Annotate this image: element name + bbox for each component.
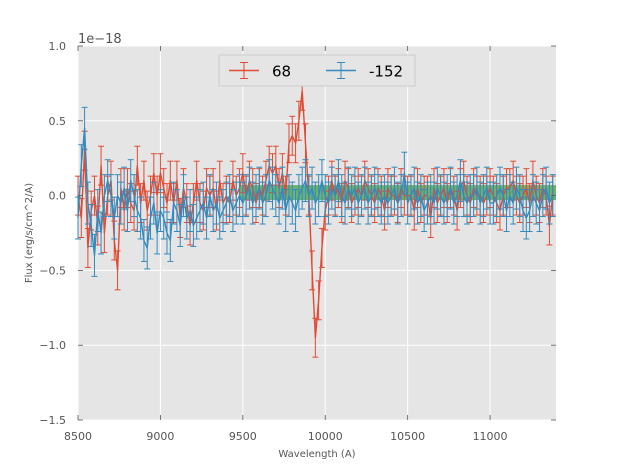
legend-label: -152 [369, 63, 403, 81]
y-tick-label: 1.0 [49, 40, 67, 53]
y-tick-label: −0.5 [39, 264, 66, 277]
x-tick-label: 9500 [229, 430, 257, 443]
y-tick-label: −1.5 [39, 414, 66, 427]
x-tick-label: 10500 [390, 430, 425, 443]
y-tick-label: −1.0 [39, 339, 66, 352]
x-tick-label: 8500 [64, 430, 92, 443]
x-tick-label: 11000 [473, 430, 508, 443]
x-axis-label: Wavelength (A) [278, 449, 355, 460]
x-tick-label: 9000 [146, 430, 174, 443]
axes-layer: 8500 9000 9500 10000 10500 11000 −1.5 −1.0 −0.5 0… [39, 40, 556, 443]
plot-background [78, 46, 556, 420]
y-tick-label: 0.0 [49, 190, 67, 203]
legend-label: 68 [272, 63, 291, 81]
legend: 68 -152 [218, 54, 416, 87]
y-axis-label: Flux (erg/s/cm^2/A) [24, 183, 35, 283]
series-2 [75, 106, 556, 277]
y-tick-label: 0.5 [49, 115, 67, 128]
series-layer [75, 70, 556, 358]
x-tick-label: 10000 [308, 430, 343, 443]
y-offset-label: 1e−18 [78, 32, 122, 47]
series-line [77, 127, 554, 257]
